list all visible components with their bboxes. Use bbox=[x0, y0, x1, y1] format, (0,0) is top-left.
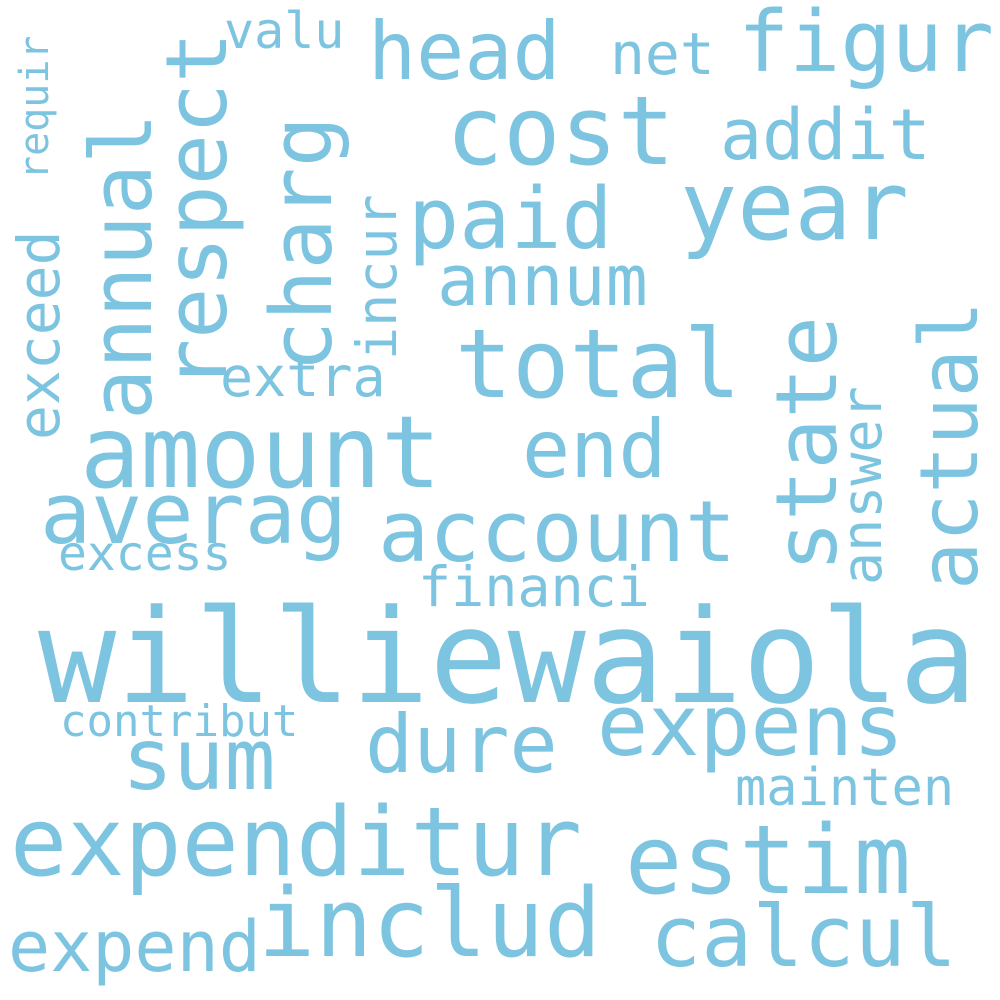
word-sum: sum bbox=[122, 711, 276, 810]
word-respect: respect bbox=[148, 31, 247, 390]
word-net: net bbox=[610, 20, 715, 88]
word-dure: dure bbox=[365, 698, 558, 791]
word-amount: amount bbox=[80, 394, 442, 511]
word-averag: averag bbox=[40, 465, 348, 564]
word-end: end bbox=[522, 403, 667, 496]
word-paid: paid bbox=[408, 170, 613, 269]
word-requir: requir bbox=[12, 35, 58, 181]
word-year: year bbox=[680, 152, 909, 262]
word-mainten: mainten bbox=[735, 758, 955, 818]
word-expens: expens bbox=[597, 677, 905, 776]
word-exceed: exceed bbox=[5, 230, 73, 440]
word-account: account bbox=[378, 483, 737, 582]
word-head: head bbox=[368, 5, 561, 98]
word-calcul: calcul bbox=[650, 888, 958, 987]
word-extra: extra bbox=[220, 345, 386, 409]
word-actual: actual bbox=[903, 301, 996, 590]
word-estim: estim bbox=[625, 806, 911, 916]
word-addit: addit bbox=[720, 94, 931, 176]
word-cost: cost bbox=[446, 77, 675, 187]
word-excess: excess bbox=[58, 526, 232, 582]
word-contribut: contribut bbox=[60, 696, 299, 747]
word-incur: incur bbox=[345, 194, 409, 360]
word-valu: valu bbox=[224, 2, 345, 60]
word-figur: figur bbox=[738, 0, 994, 92]
word-expend: expend bbox=[8, 906, 261, 988]
word-answer: answer bbox=[830, 386, 894, 585]
word-financi: financi bbox=[418, 555, 650, 619]
word-charg: charg bbox=[253, 116, 352, 372]
word-expenditur: expenditur bbox=[10, 788, 582, 898]
word-total: total bbox=[455, 310, 741, 420]
word-includ: includ bbox=[258, 869, 602, 979]
word-annum: annum bbox=[437, 240, 648, 322]
word-williewaiola: williewaiola bbox=[38, 581, 978, 733]
